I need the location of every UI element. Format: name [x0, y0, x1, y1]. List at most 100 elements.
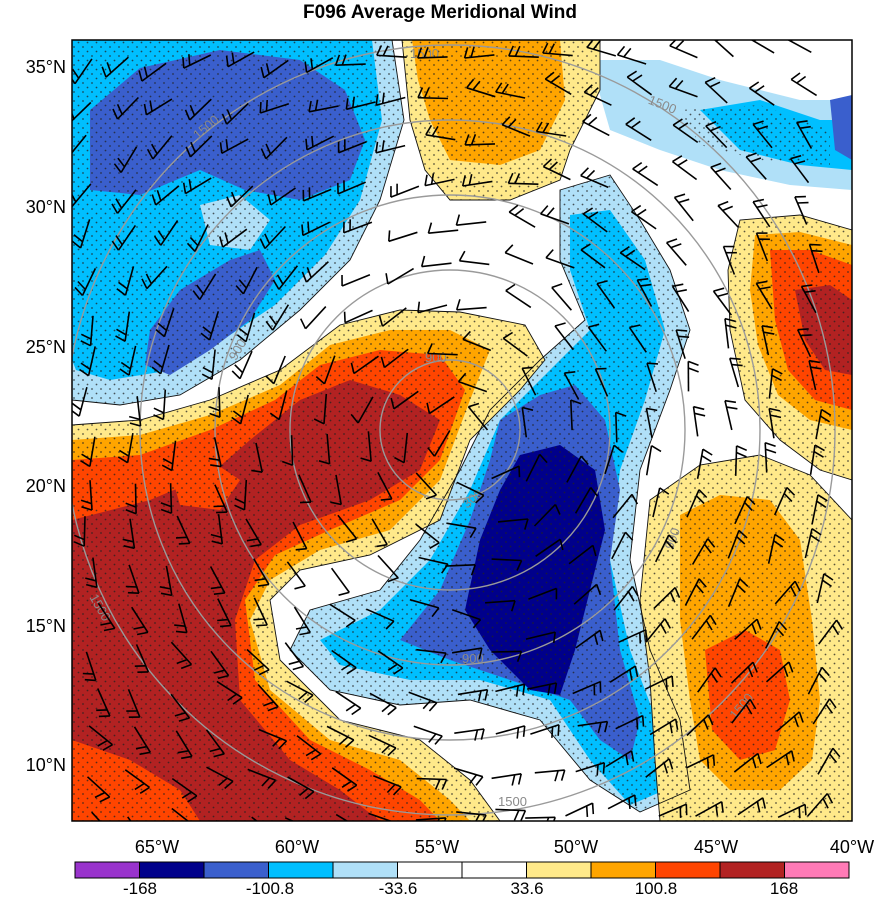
- wind-barb-feather: [478, 647, 483, 659]
- wind-barb-feather: [238, 327, 249, 336]
- wind-barb-feather: [560, 769, 566, 781]
- range-ring-900: [214, 194, 686, 666]
- wind-barb: [508, 211, 536, 228]
- wind-barb-feather: [671, 675, 674, 687]
- wind-barb: [734, 445, 738, 476]
- wind-barb: [346, 101, 376, 111]
- wind-barb-feather: [295, 547, 307, 551]
- wind-barb-feather: [816, 500, 827, 508]
- wind-barb-feather: [756, 618, 762, 630]
- wind-barb-feather: [587, 116, 598, 126]
- wind-barb-feather: [602, 762, 606, 774]
- wind-barb-feather: [634, 665, 639, 678]
- wind-barb-feather: [100, 622, 112, 626]
- wind-barb-feather: [670, 243, 682, 249]
- wind-barb-feather: [176, 658, 188, 665]
- wind-barb-feather: [580, 243, 591, 251]
- wind-barb-feather: [437, 818, 440, 821]
- wind-barb: [607, 794, 636, 810]
- wind-barb-feather: [724, 399, 737, 404]
- wind-barb-feather: [625, 754, 629, 766]
- wind-barb: [305, 261, 329, 283]
- wind-barb: [672, 160, 698, 181]
- wind-barb-feather: [178, 717, 190, 722]
- wind-barb: [258, 728, 287, 742]
- wind-barb-feather: [266, 836, 276, 842]
- wind-barb: [383, 348, 409, 369]
- colorbar-swatch: [655, 861, 721, 879]
- wind-barb-feather: [378, 315, 384, 327]
- wind-barb-feather: [463, 47, 469, 59]
- wind-barb-feather: [580, 455, 589, 466]
- wind-barb-feather: [151, 366, 162, 375]
- wind-barb: [508, 182, 539, 185]
- wind-barb: [451, 608, 481, 621]
- wind-barb: [587, 326, 607, 352]
- wind-barb: [462, 338, 492, 352]
- wind-barb-feather: [376, 543, 388, 548]
- wind-barb: [816, 573, 825, 604]
- lon-label-55w: 55°W: [415, 837, 459, 857]
- wind-barb: [217, 598, 232, 626]
- wind-barb-feather: [797, 328, 809, 331]
- wind-barb: [403, 432, 409, 463]
- wind-barb-feather: [482, 814, 487, 821]
- wind-barb: [242, 266, 258, 295]
- wind-barb: [445, 564, 476, 567]
- wind-barb: [273, 355, 286, 385]
- wind-barb-feather: [258, 669, 270, 676]
- wind-barb-feather: [278, 740, 288, 750]
- wind-barb: [583, 91, 612, 106]
- wind-barb: [495, 808, 526, 812]
- wind-barb: [543, 165, 571, 181]
- wind-barb-feather: [596, 764, 599, 776]
- wind-barb: [146, 265, 168, 290]
- wind-barb-feather: [224, 780, 234, 790]
- wind-barb: [649, 718, 677, 736]
- wind-barb-feather: [307, 221, 310, 233]
- wind-barb-feather: [136, 631, 149, 636]
- wind-barb-feather: [265, 143, 272, 155]
- wind-barb-feather: [99, 796, 111, 803]
- colorbar-label: -100.8: [246, 879, 294, 898]
- wind-barb: [425, 134, 456, 141]
- wind-barb-feather: [314, 99, 319, 111]
- wind-barb-feather: [517, 773, 522, 785]
- wind-barb-feather: [731, 363, 743, 367]
- wind-barb: [377, 554, 399, 579]
- wind-barb-feather: [698, 489, 708, 499]
- wind-barb-feather: [632, 74, 643, 82]
- wind-barb: [717, 205, 740, 229]
- wind-barb: [96, 688, 111, 717]
- wind-barb-feather: [814, 444, 825, 452]
- wind-barb: [393, 390, 419, 410]
- wind-barb-feather: [641, 715, 645, 727]
- wind-barb-feather: [508, 204, 519, 213]
- wind-barb-feather: [263, 701, 274, 707]
- wind-barb: [424, 178, 455, 187]
- wind-barb-feather: [318, 460, 330, 465]
- wind-barb-feather: [135, 745, 147, 750]
- wind-barb: [695, 801, 723, 817]
- wind-barb-feather: [714, 667, 722, 678]
- lon-label-45w: 45°W: [694, 837, 738, 857]
- wind-barb-feather: [381, 140, 385, 152]
- wind-barb-feather: [160, 508, 172, 514]
- wind-barb-feather: [599, 630, 604, 642]
- wind-barb-feather: [315, 376, 326, 385]
- wind-barb-feather: [542, 42, 549, 54]
- wind-barb-feather: [267, 779, 277, 789]
- wind-barb: [226, 102, 249, 125]
- wind-barb: [145, 98, 173, 116]
- wind-barb-feather: [272, 279, 280, 290]
- wind-barb-feather: [160, 502, 172, 508]
- wind-barb-feather: [72, 409, 80, 417]
- wind-barb: [91, 811, 101, 821]
- wind-barb-feather: [750, 157, 762, 163]
- wind-barb-feather: [254, 578, 266, 582]
- wind-barb: [205, 729, 225, 755]
- wind-barb: [671, 285, 690, 313]
- wind-barb: [335, 63, 366, 66]
- wind-barb-feather: [470, 46, 475, 58]
